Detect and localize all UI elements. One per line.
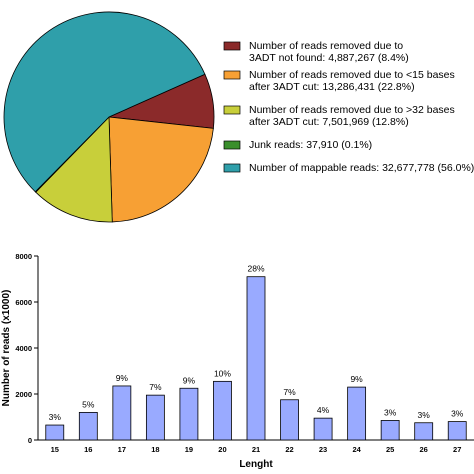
- x-tick-label-22: 22: [285, 445, 293, 454]
- bar-data-label-20: 10%: [214, 368, 231, 378]
- x-tick-label-18: 18: [151, 445, 159, 454]
- legend-label-3-1: Number of reads removed due to >32 bases: [249, 104, 455, 116]
- bar-27: [447, 421, 467, 441]
- legend-label-1-2: 3ADT not found: 4,887,267 (8.4%): [249, 52, 409, 64]
- pie-slice-3: [35, 116, 113, 223]
- x-tick-label-16: 16: [84, 445, 92, 454]
- bar-data-label-26: 3%: [418, 410, 431, 420]
- bar-data-label-19: 9%: [183, 375, 196, 385]
- bar-21: [246, 276, 266, 441]
- bar-data-label-25: 3%: [384, 407, 397, 417]
- legend-swatch-5: [223, 163, 241, 173]
- y-axis-title: Number of reads (x1000): [1, 290, 12, 407]
- x-tick-label-23: 23: [319, 445, 327, 454]
- bar-chart: Number of reads (x1000) Lenght 0 2000 4000…: [1, 252, 474, 470]
- bar-data-label-17: 9%: [116, 373, 129, 383]
- bar-data-label-15: 3%: [49, 412, 62, 422]
- x-tick-label-27: 27: [453, 445, 461, 454]
- legend-swatch-3: [223, 105, 241, 115]
- pie-slice-2: [108, 116, 214, 223]
- y-tick-label: 2000: [15, 390, 32, 399]
- y-tick-label: 8000: [15, 252, 32, 261]
- bar-26: [414, 422, 434, 441]
- legend-label-1-1: Number of reads removed due to: [249, 40, 403, 52]
- x-tick-label-15: 15: [51, 445, 59, 454]
- legend-swatch-4: [223, 140, 241, 150]
- x-tick-label-17: 17: [118, 445, 126, 454]
- x-tick-label-26: 26: [420, 445, 428, 454]
- x-tick-label-21: 21: [252, 445, 260, 454]
- legend-label-2-1: Number of reads removed due to <15 bases: [249, 69, 455, 81]
- bar-19: [179, 387, 199, 441]
- bar-15: [45, 424, 65, 441]
- bar-25: [380, 420, 400, 441]
- x-tick-label-25: 25: [386, 445, 394, 454]
- pie-slice-5: [3, 11, 206, 193]
- legend-swatch-2: [223, 70, 241, 80]
- legend-label-3-2: after 3ADT cut: 7,501,969 (12.8%): [249, 116, 409, 128]
- x-axis-title: Lenght: [239, 459, 273, 470]
- bar-16: [78, 411, 98, 441]
- bar-20: [213, 380, 232, 441]
- y-tick-label: 0: [28, 436, 32, 445]
- bar-23: [313, 417, 333, 441]
- x-tick-label-20: 20: [218, 445, 226, 454]
- bar-data-label-21: 28%: [247, 264, 264, 274]
- legend-label-2-2: after 3ADT cut: 13,286,431 (22.8%): [249, 81, 415, 93]
- bar-data-label-18: 7%: [149, 382, 162, 392]
- bar-data-label-23: 4%: [317, 405, 330, 415]
- x-tick-label-19: 19: [185, 445, 193, 454]
- y-tick-label: 4000: [15, 344, 32, 353]
- bar-18: [145, 394, 165, 441]
- legend-swatch-1: [223, 41, 241, 51]
- bar-22: [280, 399, 299, 441]
- bar-17: [112, 385, 132, 441]
- legend-label-5-1: Number of mappable reads: 32,677,778 (56…: [249, 162, 474, 174]
- legend-label-4-1: Junk reads: 37,910 (0.1%): [249, 139, 372, 151]
- x-tick-label-24: 24: [352, 445, 361, 454]
- bar-24: [347, 386, 367, 441]
- y-tick-label: 6000: [15, 298, 32, 307]
- bar-data-label-27: 3%: [451, 409, 464, 419]
- bar-data-label-22: 7%: [283, 387, 296, 397]
- bar-data-label-16: 5%: [82, 399, 95, 409]
- pie-chart: [3, 11, 215, 223]
- bar-data-label-24: 9%: [350, 374, 363, 384]
